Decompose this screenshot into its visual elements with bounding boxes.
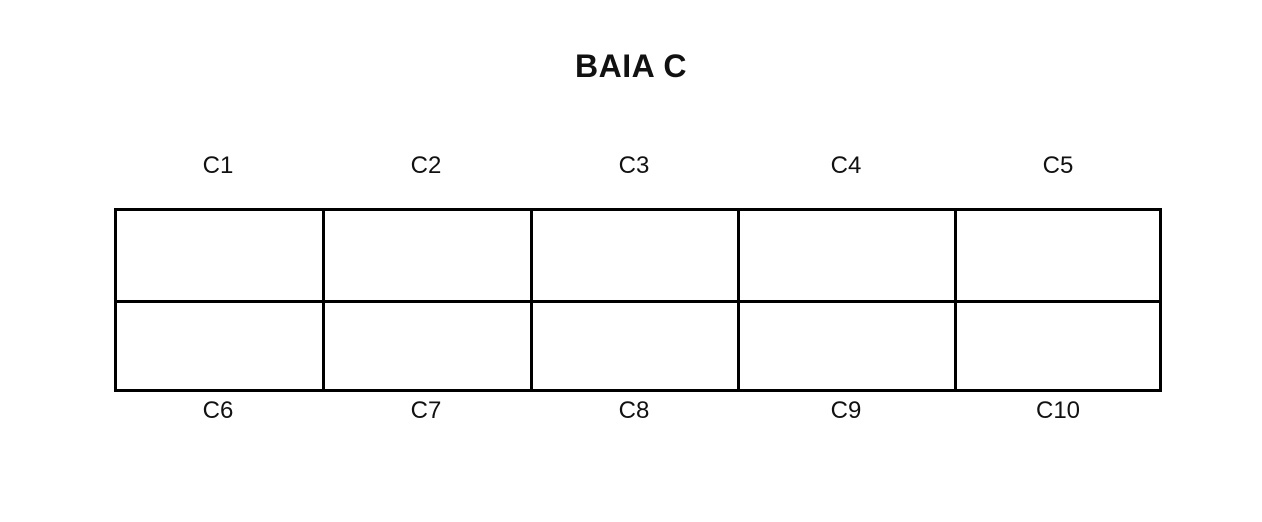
slot-label-c1: C1 (202, 152, 234, 179)
slot-cell-c10 (957, 303, 1159, 389)
grid-divider-horizontal (117, 300, 1159, 303)
slot-label-c7: C7 (410, 397, 442, 424)
slot-label-c8: C8 (618, 397, 650, 424)
slot-cell-c6 (117, 303, 322, 389)
slot-cell-c4 (740, 211, 954, 300)
slot-cell-c3 (533, 211, 737, 300)
slot-label-c2: C2 (410, 152, 442, 179)
slot-label-c4: C4 (830, 152, 862, 179)
slot-cell-c9 (740, 303, 954, 389)
slot-cell-c7 (325, 303, 530, 389)
slot-cell-c2 (325, 211, 530, 300)
diagram-title: BAIA C (574, 48, 688, 84)
slot-label-c6: C6 (202, 397, 234, 424)
slot-cell-c5 (957, 211, 1159, 300)
slot-cell-c1 (117, 211, 322, 300)
slot-label-c3: C3 (618, 152, 650, 179)
bay-grid (114, 208, 1162, 392)
slot-cell-c8 (533, 303, 737, 389)
slot-label-c9: C9 (830, 397, 862, 424)
slot-label-c5: C5 (1042, 152, 1074, 179)
slot-label-c10: C10 (1035, 397, 1081, 424)
